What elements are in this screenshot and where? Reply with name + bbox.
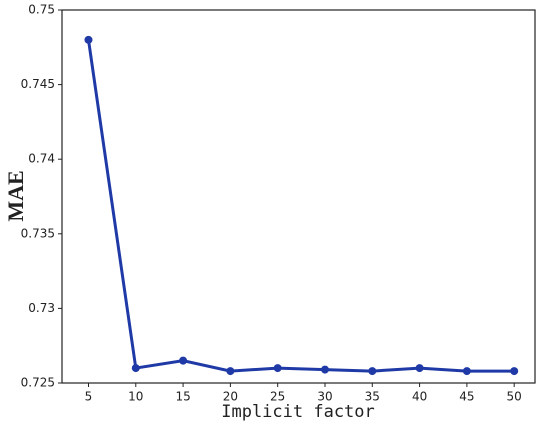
y-axis-title: MAE: [3, 170, 28, 221]
x-tick-label: 10: [128, 390, 143, 404]
x-tick-label: 25: [270, 390, 285, 404]
series-line: [87, 39, 515, 373]
x-tick-label: 5: [85, 390, 93, 404]
plot-frame: [61, 9, 536, 384]
data-point: [84, 35, 93, 44]
y-tick-label: 0.735: [21, 226, 55, 240]
data-point: [510, 367, 519, 376]
y-tick-label: 0.75: [28, 3, 55, 17]
y-tick-label: 0.74: [28, 152, 55, 166]
x-axis-title: Implicit factor: [221, 402, 375, 422]
x-tick-label: 50: [507, 390, 522, 404]
y-tick-label: 0.725: [21, 376, 55, 390]
data-point: [273, 364, 282, 373]
data-point: [320, 365, 329, 374]
x-tick-label: 45: [459, 390, 474, 404]
x-tick-label: 30: [317, 390, 332, 404]
x-tick-label: 20: [223, 390, 238, 404]
data-point: [415, 364, 424, 373]
data-point: [462, 367, 471, 376]
x-tick-label: 35: [365, 390, 380, 404]
data-point: [368, 367, 377, 376]
data-point: [179, 356, 188, 365]
data-point: [131, 364, 140, 373]
y-tick-label: 0.745: [21, 77, 55, 91]
x-tick-label: 40: [412, 390, 427, 404]
x-tick-label: 15: [175, 390, 190, 404]
data-point: [226, 367, 235, 376]
y-tick-label: 0.73: [28, 301, 55, 315]
